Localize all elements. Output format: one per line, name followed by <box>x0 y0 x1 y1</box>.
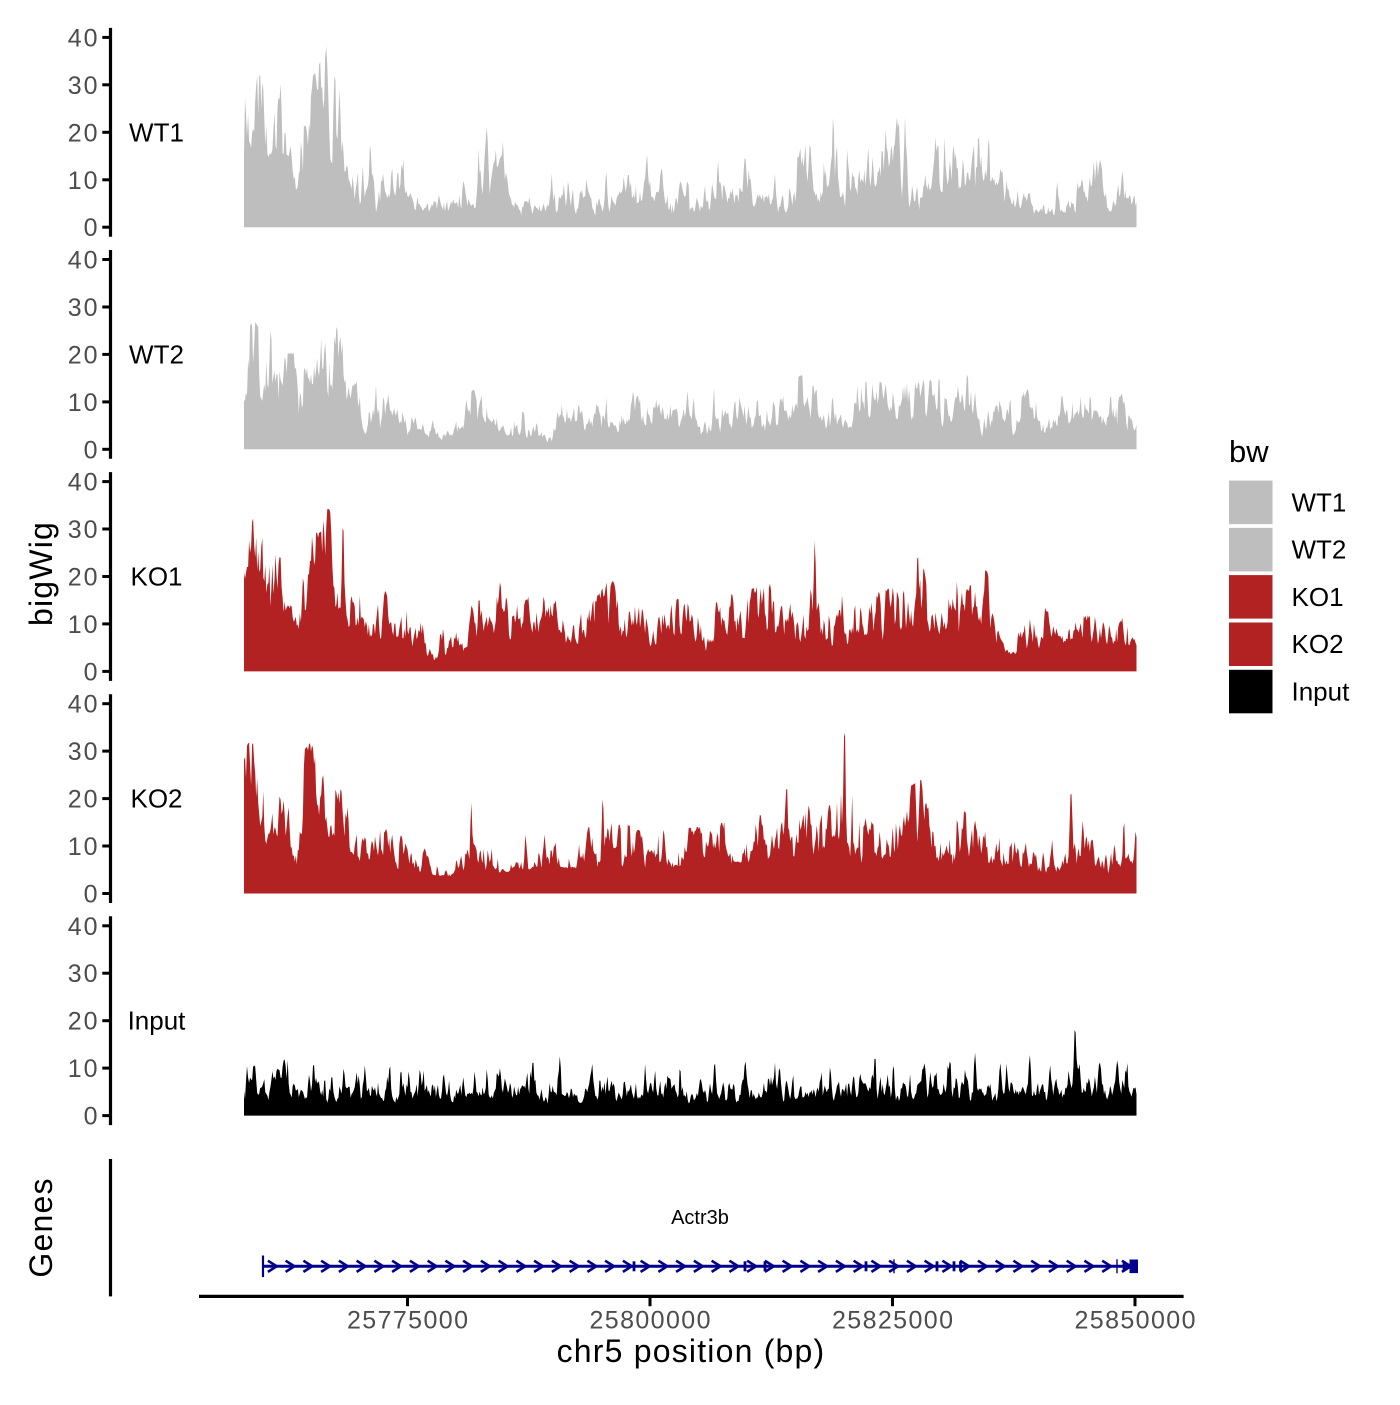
svg-text:20: 20 <box>68 119 100 147</box>
svg-text:WT1: WT1 <box>129 117 184 147</box>
svg-text:0: 0 <box>84 1103 100 1131</box>
svg-text:40: 40 <box>68 691 100 719</box>
svg-text:WT2: WT2 <box>129 339 184 369</box>
svg-text:Input: Input <box>1292 677 1351 707</box>
svg-text:10: 10 <box>68 389 100 417</box>
svg-text:KO1: KO1 <box>130 562 182 592</box>
svg-text:chr5 position (bp): chr5 position (bp) <box>557 1333 826 1369</box>
svg-text:25825000: 25825000 <box>832 1307 954 1335</box>
svg-text:Input: Input <box>128 1006 187 1036</box>
svg-text:30: 30 <box>68 738 100 766</box>
svg-text:bw: bw <box>1229 434 1269 469</box>
svg-text:25775000: 25775000 <box>347 1307 469 1335</box>
svg-text:10: 10 <box>68 833 100 861</box>
svg-text:0: 0 <box>84 436 100 464</box>
svg-text:20: 20 <box>68 1008 100 1036</box>
svg-text:20: 20 <box>68 564 100 592</box>
svg-text:bigWig: bigWig <box>23 521 59 626</box>
svg-text:20: 20 <box>68 341 100 369</box>
svg-text:30: 30 <box>68 516 100 544</box>
svg-text:20: 20 <box>68 786 100 814</box>
svg-text:KO1: KO1 <box>1292 582 1344 612</box>
svg-text:40: 40 <box>68 913 100 941</box>
svg-text:KO2: KO2 <box>130 784 182 814</box>
svg-text:30: 30 <box>68 294 100 322</box>
svg-text:40: 40 <box>68 247 100 275</box>
svg-text:KO2: KO2 <box>1292 629 1344 659</box>
svg-text:0: 0 <box>84 881 100 909</box>
svg-text:WT1: WT1 <box>1292 487 1347 517</box>
svg-text:40: 40 <box>68 469 100 497</box>
svg-text:10: 10 <box>68 1055 100 1083</box>
svg-text:0: 0 <box>84 214 100 242</box>
svg-text:Actr3b: Actr3b <box>671 1207 729 1229</box>
svg-text:0: 0 <box>84 658 100 686</box>
svg-text:25800000: 25800000 <box>589 1307 711 1335</box>
svg-text:40: 40 <box>68 24 100 52</box>
svg-text:30: 30 <box>68 72 100 100</box>
svg-text:10: 10 <box>68 611 100 639</box>
svg-text:25850000: 25850000 <box>1074 1307 1196 1335</box>
svg-text:30: 30 <box>68 960 100 988</box>
svg-text:Genes: Genes <box>23 1177 59 1277</box>
svg-text:10: 10 <box>68 167 100 195</box>
svg-text:WT2: WT2 <box>1292 535 1347 565</box>
